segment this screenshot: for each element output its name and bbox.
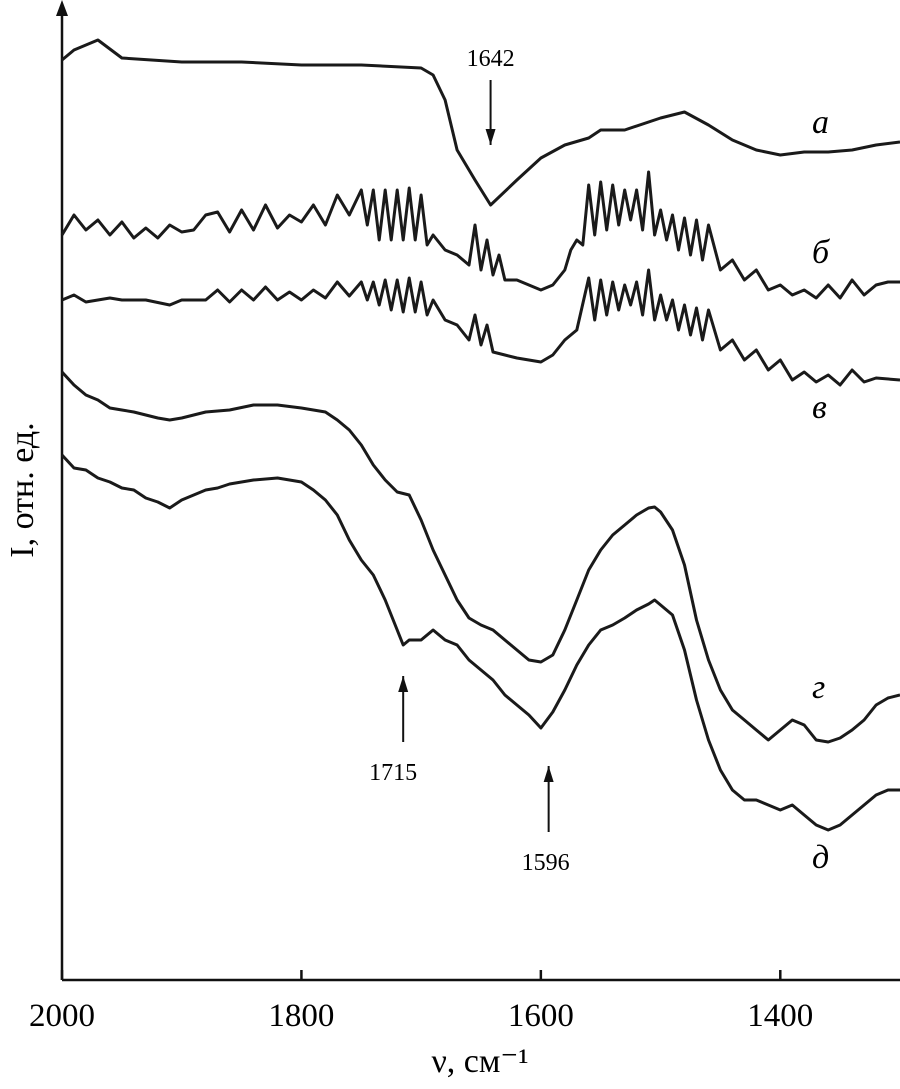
x-tick-label: 2000 [29,998,95,1034]
x-axis-label: ν, см⁻¹ [431,1043,528,1080]
curve-label: д [812,839,829,876]
arrowhead-icon [543,766,554,782]
spectrum-curve-а [61,38,900,207]
x-tick-label: 1400 [747,998,813,1034]
spectrum-curve-г [60,370,900,744]
curve-label: г [812,669,825,706]
curve-label: а [812,104,829,141]
y-axis-label: I, отн. ед. [4,422,41,557]
x-tick-label: 1600 [508,998,574,1034]
x-tick-label: 1800 [268,998,334,1034]
curve-label: в [812,389,827,426]
annotation-label: 1596 [522,850,570,876]
curve-label: б [812,234,831,271]
spectrum-curve-д [60,453,900,832]
annotation-label: 1715 [369,760,417,786]
y-axis-arrow-icon [56,0,68,16]
spectrum-curve-в [61,268,900,387]
arrowhead-icon [398,676,409,692]
arrowhead-icon [485,129,496,145]
spectrum-curve-б [60,170,900,300]
axes [56,0,900,982]
annotation-label: 1642 [467,46,515,72]
